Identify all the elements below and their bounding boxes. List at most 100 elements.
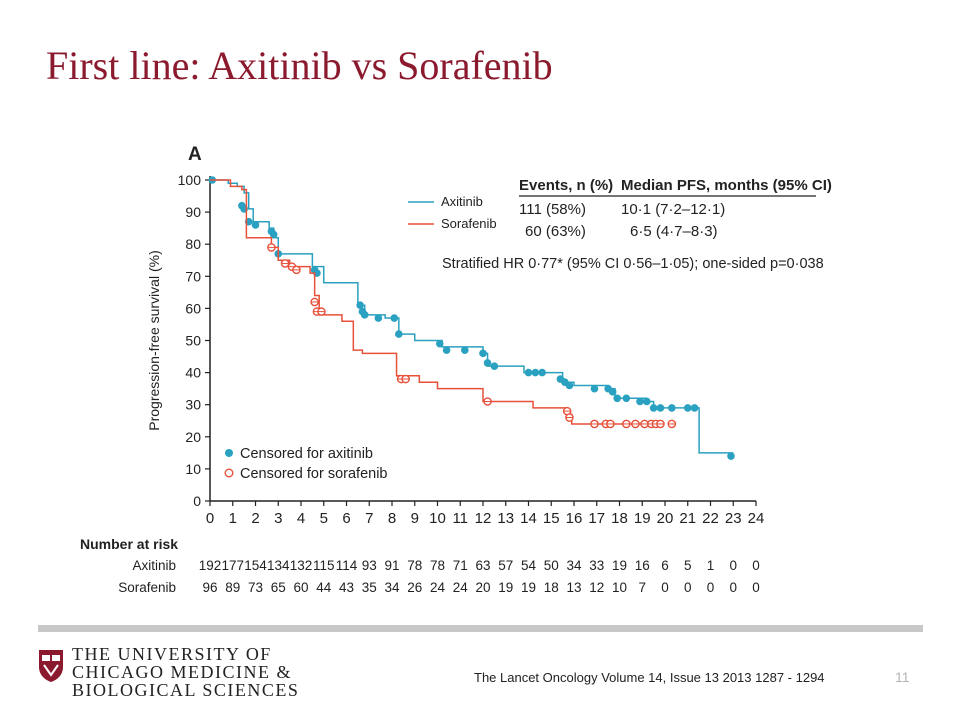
- censor-mark-axitinib: [636, 397, 644, 406]
- panel-label: A: [188, 144, 202, 165]
- y-axis-label: Progression-free survival (%): [146, 250, 162, 431]
- risk-value: 89: [225, 580, 240, 595]
- x-tick-label: 19: [634, 510, 651, 527]
- risk-value: 0: [661, 580, 669, 595]
- risk-value: 10: [612, 580, 627, 595]
- risk-value: 96: [202, 580, 217, 595]
- risk-value: 177: [221, 558, 244, 573]
- stats-sorafenib-events: 60 (63%): [525, 223, 586, 240]
- censor-mark-axitinib: [727, 452, 735, 460]
- university-logo: THE UNIVERSITY OF CHICAGO MEDICINE & BIO…: [38, 645, 298, 705]
- risk-value: 71: [453, 558, 468, 573]
- legend-censor-marker: [225, 449, 233, 457]
- risk-value: 7: [638, 580, 646, 595]
- stats-sorafenib-median: 6·5 (4·7–8·3): [630, 223, 718, 240]
- x-tick-label: 14: [520, 510, 537, 527]
- risk-value: 19: [521, 580, 536, 595]
- x-tick-label: 8: [388, 510, 396, 527]
- y-tick-label: 40: [185, 365, 201, 381]
- risk-row-label: Axitinib: [132, 558, 176, 573]
- legend-line-label: Axitinib: [441, 194, 483, 209]
- y-tick-label: 100: [178, 172, 202, 188]
- x-tick-label: 22: [702, 510, 719, 527]
- censor-mark-axitinib: [683, 404, 692, 412]
- risk-value: 91: [384, 558, 399, 573]
- risk-value: 73: [248, 580, 263, 595]
- legend-censor-label: Censored for axitinib: [240, 446, 373, 462]
- censor-mark-axitinib: [524, 368, 533, 377]
- censor-mark-axitinib: [643, 397, 651, 406]
- risk-value: 43: [339, 580, 354, 595]
- risk-value: 57: [498, 558, 513, 573]
- logo-line-3: BIOLOGICAL SCIENCES: [72, 680, 300, 700]
- citation: The Lancet Oncology Volume 14, Issue 13 …: [474, 670, 825, 685]
- stats-axitinib-median: 10·1 (7·2–12·1): [621, 201, 725, 218]
- x-tick-label: 1: [229, 510, 237, 527]
- risk-value: 5: [684, 558, 692, 573]
- risk-value: 0: [729, 558, 737, 573]
- censor-mark-axitinib: [656, 404, 665, 412]
- risk-value: 18: [544, 580, 559, 595]
- risk-value: 0: [684, 580, 692, 595]
- y-tick-label: 90: [185, 204, 201, 220]
- y-tick-label: 60: [185, 300, 201, 316]
- logo-line-2: CHICAGO MEDICINE &: [72, 662, 292, 682]
- legend-censor-marker: [224, 468, 234, 478]
- risk-value: 192: [199, 558, 222, 573]
- risk-value: 0: [729, 580, 737, 595]
- censor-mark-axitinib: [360, 311, 369, 319]
- x-tick-label: 7: [365, 510, 373, 527]
- risk-value: 78: [407, 558, 422, 573]
- risk-value: 78: [430, 558, 445, 573]
- censor-mark-axitinib: [435, 339, 444, 348]
- risk-value: 44: [316, 580, 332, 595]
- censor-mark-axitinib: [622, 394, 631, 403]
- x-tick-label: 2: [251, 510, 259, 527]
- legend-line-label: Sorafenib: [441, 216, 497, 231]
- series-line-sorafenib: [210, 179, 663, 425]
- logo-text: THE UNIVERSITY OF CHICAGO MEDICINE & BIO…: [72, 645, 299, 699]
- censor-mark-axitinib: [649, 404, 658, 412]
- x-tick-label: 18: [611, 510, 628, 527]
- risk-value: 24: [453, 580, 469, 595]
- risk-row-label: Sorafenib: [118, 580, 176, 595]
- risk-value: 115: [313, 558, 335, 573]
- stats-events-header: Events, n (%): [519, 177, 613, 194]
- risk-value: 114: [336, 558, 358, 573]
- stats-axitinib-events: 111 (58%): [519, 201, 586, 218]
- y-tick-label: 80: [185, 236, 201, 252]
- censor-mark-axitinib: [613, 394, 622, 403]
- censor-mark-axitinib: [461, 346, 469, 354]
- censor-mark-axitinib: [590, 384, 599, 393]
- x-tick-label: 12: [475, 510, 492, 527]
- risk-value: 0: [752, 580, 760, 595]
- risk-value: 0: [752, 558, 760, 573]
- risk-value: 6: [661, 558, 669, 573]
- censor-mark-axitinib: [490, 362, 499, 370]
- x-tick-label: 24: [748, 510, 765, 527]
- x-tick-label: 0: [206, 510, 214, 527]
- risk-value: 93: [362, 558, 377, 573]
- censor-mark-axitinib: [374, 314, 383, 322]
- risk-value: 13: [566, 580, 581, 595]
- x-tick-label: 10: [429, 510, 446, 527]
- x-tick-label: 23: [725, 510, 742, 527]
- y-tick-label: 0: [193, 493, 201, 509]
- y-tick-label: 50: [185, 333, 201, 349]
- censor-mark-axitinib: [479, 349, 487, 358]
- censor-mark-axitinib: [395, 330, 403, 338]
- censor-mark-axitinib: [538, 368, 546, 377]
- x-tick-label: 3: [274, 510, 282, 527]
- number-at-risk-title: Number at risk: [80, 536, 178, 552]
- x-tick-label: 6: [342, 510, 350, 527]
- censor-mark-axitinib: [356, 301, 364, 309]
- logo-line-1: THE UNIVERSITY OF: [72, 644, 272, 664]
- risk-value: 24: [430, 580, 446, 595]
- risk-value: 19: [612, 558, 627, 573]
- censor-mark-axitinib: [483, 359, 492, 367]
- censor-mark-axitinib: [531, 368, 540, 377]
- risk-value: 154: [244, 558, 267, 573]
- x-tick-label: 20: [657, 510, 674, 527]
- censor-mark-axitinib: [565, 381, 574, 390]
